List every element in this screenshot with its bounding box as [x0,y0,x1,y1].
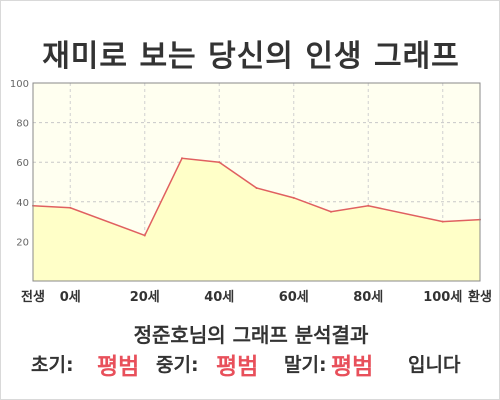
data-point [441,220,444,223]
data-point [181,157,183,160]
page-title: 재미로 보는 당신의 인생 그래프 [42,39,460,74]
late-value: 평범 [331,354,374,380]
late-label: 말기: [284,354,327,376]
x-tick-label: 전생 [21,289,45,305]
x-tick-label: 0세 [60,290,81,305]
analysis-result: 초기: 평범 중기: 평범 말기: 평범 입니다 [1,346,500,380]
y-tick-label: 20 [16,237,29,248]
x-tick-label: 20세 [130,290,160,305]
analysis-summary: 정준호님의 그래프 분석결과 [133,323,369,347]
data-point [143,234,146,237]
data-point [330,210,332,213]
x-tick-label: 환생 [468,289,492,305]
life-chart: 20 40 60 80 100 전생 0세 20세 40세 60세 80세 100세 환생 [1,73,500,309]
data-point [292,196,295,199]
data-point [367,204,370,207]
series-area [33,158,480,281]
plot-border [32,82,481,282]
mid-label: 중기: [156,354,199,376]
chart-svg: 20 40 60 80 100 전생 0세 20세 40세 60세 80세 100세 환생 [10,79,492,305]
y-tick-label: 40 [16,198,29,209]
data-point [69,206,72,209]
x-tick-label: 40세 [204,290,234,305]
data-point [218,161,221,164]
y-tick-label: 60 [16,158,29,169]
x-tick-label: 60세 [279,290,309,305]
mid-value: 평범 [216,354,259,380]
x-tick-label: 100세 [423,290,462,305]
x-tick-label: 80세 [353,290,383,305]
early-label: 초기: [31,354,74,376]
y-tick-label: 80 [16,119,29,130]
ending-text: 입니다 [408,354,461,376]
data-point [255,186,258,189]
early-value: 평범 [97,354,140,380]
y-tick-label: 100 [10,79,29,90]
